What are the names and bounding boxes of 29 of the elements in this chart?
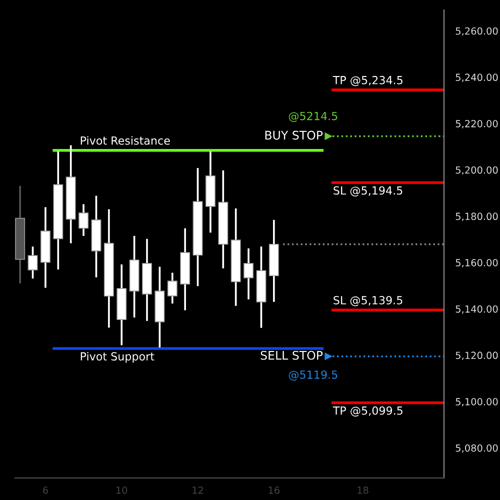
ref-line-label: Pivot Resistance [80,136,170,145]
annotation: @5119.5 [288,370,338,381]
y-tick-label: 5,240.00 [456,74,498,82]
x-tick-label: 16 [268,486,280,494]
y-tick-label: 5,160.00 [456,259,498,268]
y-tick-label: 5,220.00 [456,120,498,128]
candlestick [78,203,89,237]
ref-line-label: TP @5,234.5 [332,76,402,86]
y-tick-label: 5,180.00 [456,212,498,222]
x-tick-label: 10 [116,486,128,494]
y-tick-label: 5,140.00 [456,305,498,314]
y-tick-label: 5,100.00 [456,398,498,406]
x-tick-label: 18 [358,486,368,494]
annotation: @5214.5 [288,112,338,122]
ref-line-label: Pivot Support [80,352,154,363]
candlestick [244,247,254,300]
y-tick-label: 5,260.00 [456,27,498,36]
ref-line-label: SL @5,139.5 [334,296,402,306]
x-tick-label: 6 [43,486,48,494]
ref-line-label: SELL STOP [260,350,323,360]
ref-line-label: TP @5,099.5 [332,406,402,417]
y-tick-label: 5,120.00 [456,352,498,360]
ref-line-label: SL @5,194.5 [334,186,402,196]
x-tick-label: 12 [192,486,203,494]
candlestick [28,246,38,280]
ref-line-label: BUY STOP [265,130,323,140]
y-tick-label: 5,200.00 [456,166,498,175]
y-tick-label: 5,080.00 [456,444,498,453]
candlestick [167,272,178,304]
